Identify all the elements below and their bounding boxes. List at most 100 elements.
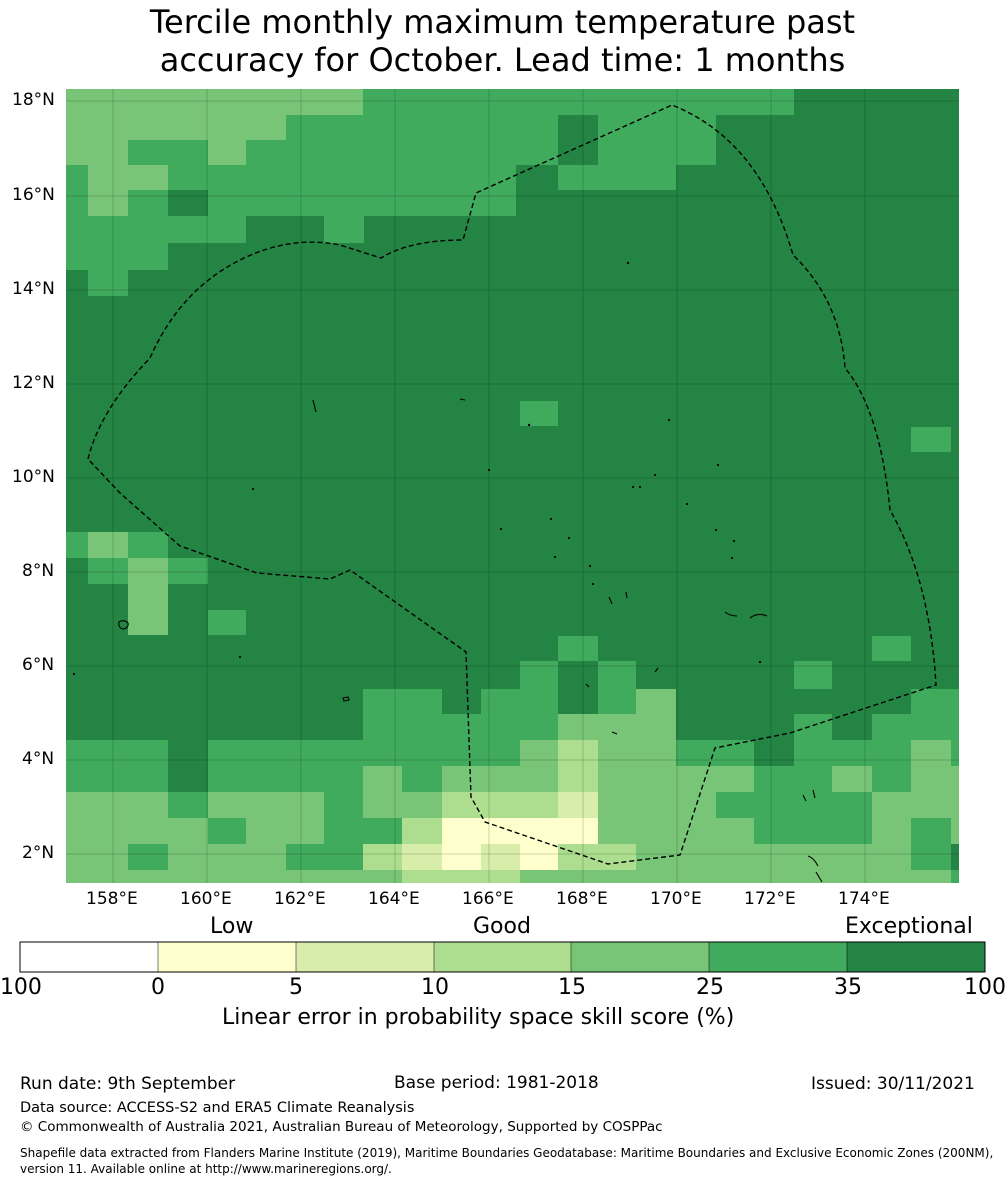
skill-region [676,766,754,792]
skill-region [246,190,286,216]
skill-region [88,532,128,558]
skill-region [66,140,128,165]
skill-region [66,792,168,818]
skill-region [208,190,246,243]
skill-region [168,844,286,870]
shapefile-credit-line-1: Shapefile data extracted from Flanders M… [20,1146,994,1160]
lon-label: 172°E [744,889,796,909]
skill-region [598,115,716,165]
skill-region [168,216,208,243]
colorbar-category-label: Low [210,914,254,939]
colorbar-tick-label: 15 [558,975,586,1000]
skill-region [481,689,558,714]
skill-region [363,766,402,792]
skill-region [88,165,168,190]
skill-region [558,636,598,661]
lat-label: 4°N [22,749,55,769]
skill-region [794,714,832,740]
skill-region [363,844,402,870]
skill-region [520,661,558,689]
colorbar-tick-label: -100 [0,975,42,1000]
colorbar-segment [158,942,296,972]
skill-region [363,689,442,740]
skill-region [442,766,558,792]
skill-region [911,844,951,870]
skill-region [128,532,168,558]
skill-region [598,792,716,818]
lat-label: 12°N [12,373,55,393]
skill-region [286,844,363,870]
skill-region [168,558,208,584]
skill-region [598,818,754,844]
skill-region [794,740,911,766]
skill-region [246,140,286,165]
skill-region [286,870,363,883]
skill-region [128,844,168,870]
data-source: Data source: ACCESS-S2 and ERA5 Climate … [20,1100,415,1116]
colorbar-tick-label: 25 [696,975,724,1000]
lon-label: 158°E [86,889,138,909]
skill-region [911,427,951,452]
skill-region [66,818,208,844]
skill-region [951,818,959,844]
skill-region [794,661,832,689]
eez-boundary-line [87,104,937,865]
lon-label: 168°E [556,889,608,909]
skill-region [716,792,872,818]
colorbar-tick-label: 10 [421,975,449,1000]
map-gridlines [66,89,959,883]
skill-region [598,740,676,766]
skill-region [520,740,558,766]
skill-region [66,844,128,870]
skill-region [168,165,286,190]
skill-region [558,844,636,870]
skill-region [66,532,88,558]
skill-region [128,190,168,243]
skill-region [911,689,959,740]
lat-label: 16°N [12,185,55,205]
colorbar-segment [571,942,709,972]
skill-region [66,766,88,792]
lat-label: 6°N [22,655,55,675]
skill-region [911,766,959,792]
colorbar-frame [19,941,986,973]
skill-region [402,818,442,844]
skill-region [402,766,442,792]
lon-label: 174°E [838,889,890,909]
skill-region [558,165,676,190]
colorbar-tick-label: 35 [834,975,862,1000]
colorbar-segment [296,942,434,972]
chart-title-line-1: Tercile monthly maximum temperature past [149,3,856,41]
skill-region [208,740,520,766]
skill-region [66,740,168,766]
lon-label: 166°E [462,889,514,909]
skill-region [88,766,168,792]
lat-label: 14°N [12,279,55,299]
skill-region [208,792,324,818]
colorbar-axis-label: Linear error in probability space skill … [222,1005,735,1030]
skill-region [88,243,168,270]
skill-region [951,740,959,766]
colorbar-category-label: Exceptional [845,914,973,939]
colorbar-segment [20,942,158,972]
skill-region [754,766,832,792]
skill-region [88,270,128,296]
skill-region [324,818,402,844]
skill-region [598,689,636,714]
chart-title-line-2: accuracy for October. Lead time: 1 month… [159,41,846,79]
lon-label: 162°E [274,889,326,909]
lat-label: 2°N [22,843,55,863]
skill-region [598,766,676,792]
skill-region [246,818,324,844]
skill-region [442,792,558,818]
skill-region [558,766,598,792]
issued-date: Issued: 30/11/2021 [811,1074,975,1094]
colorbar-category-label: Good [473,914,531,939]
lat-label: 18°N [12,90,55,110]
skill-region [598,661,636,689]
skill-region [66,165,88,270]
skill-region [911,740,951,766]
skill-region [872,714,911,740]
skill-region [558,792,598,818]
skill-region [208,610,246,635]
